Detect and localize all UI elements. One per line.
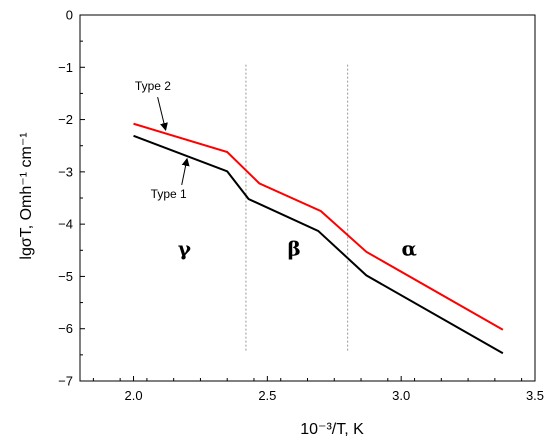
phase-label: γ — [178, 237, 192, 261]
legend-label-type-2: Type 2 — [135, 79, 171, 93]
y-tick-label: −7 — [58, 374, 73, 389]
y-tick-label: −6 — [58, 321, 73, 336]
legend-arrow-type-1 — [181, 157, 190, 186]
legend-annotations: Type 2 Type 1 — [135, 79, 190, 201]
x-tick-label: 3.5 — [526, 388, 544, 403]
phase-label: β — [287, 237, 300, 261]
y-tick-label: 0 — [66, 8, 73, 23]
series-line-type-1 — [133, 134, 504, 355]
x-tick-label: 2.0 — [124, 388, 142, 403]
y-axis-ticks: 0 −1 −2 −3 −4 −5 −6 −7 — [58, 8, 85, 389]
x-tick-label: 2.5 — [258, 388, 276, 403]
y-axis-title: lgσT, Omh⁻¹ cm⁻¹ — [18, 132, 35, 259]
x-axis-ticks: 2.0 2.5 3.0 3.5 — [92, 376, 544, 403]
series-line-type-2 — [133, 122, 504, 331]
plot-frame — [79, 14, 536, 382]
x-tick-label: 3.0 — [392, 388, 410, 403]
legend-arrow-type-2 — [157, 96, 168, 132]
series-lines — [133, 122, 504, 355]
y-tick-label: −3 — [58, 164, 73, 179]
legend-label-type-1: Type 1 — [151, 187, 187, 201]
y-tick-label: −2 — [58, 112, 73, 127]
phase-boundaries — [245, 64, 349, 353]
x-axis-title: 10⁻³/T, K — [300, 421, 364, 438]
y-tick-label: −4 — [58, 217, 73, 232]
y-tick-label: −5 — [58, 269, 73, 284]
phase-label: α — [402, 237, 417, 261]
y-tick-label: −1 — [58, 60, 73, 75]
